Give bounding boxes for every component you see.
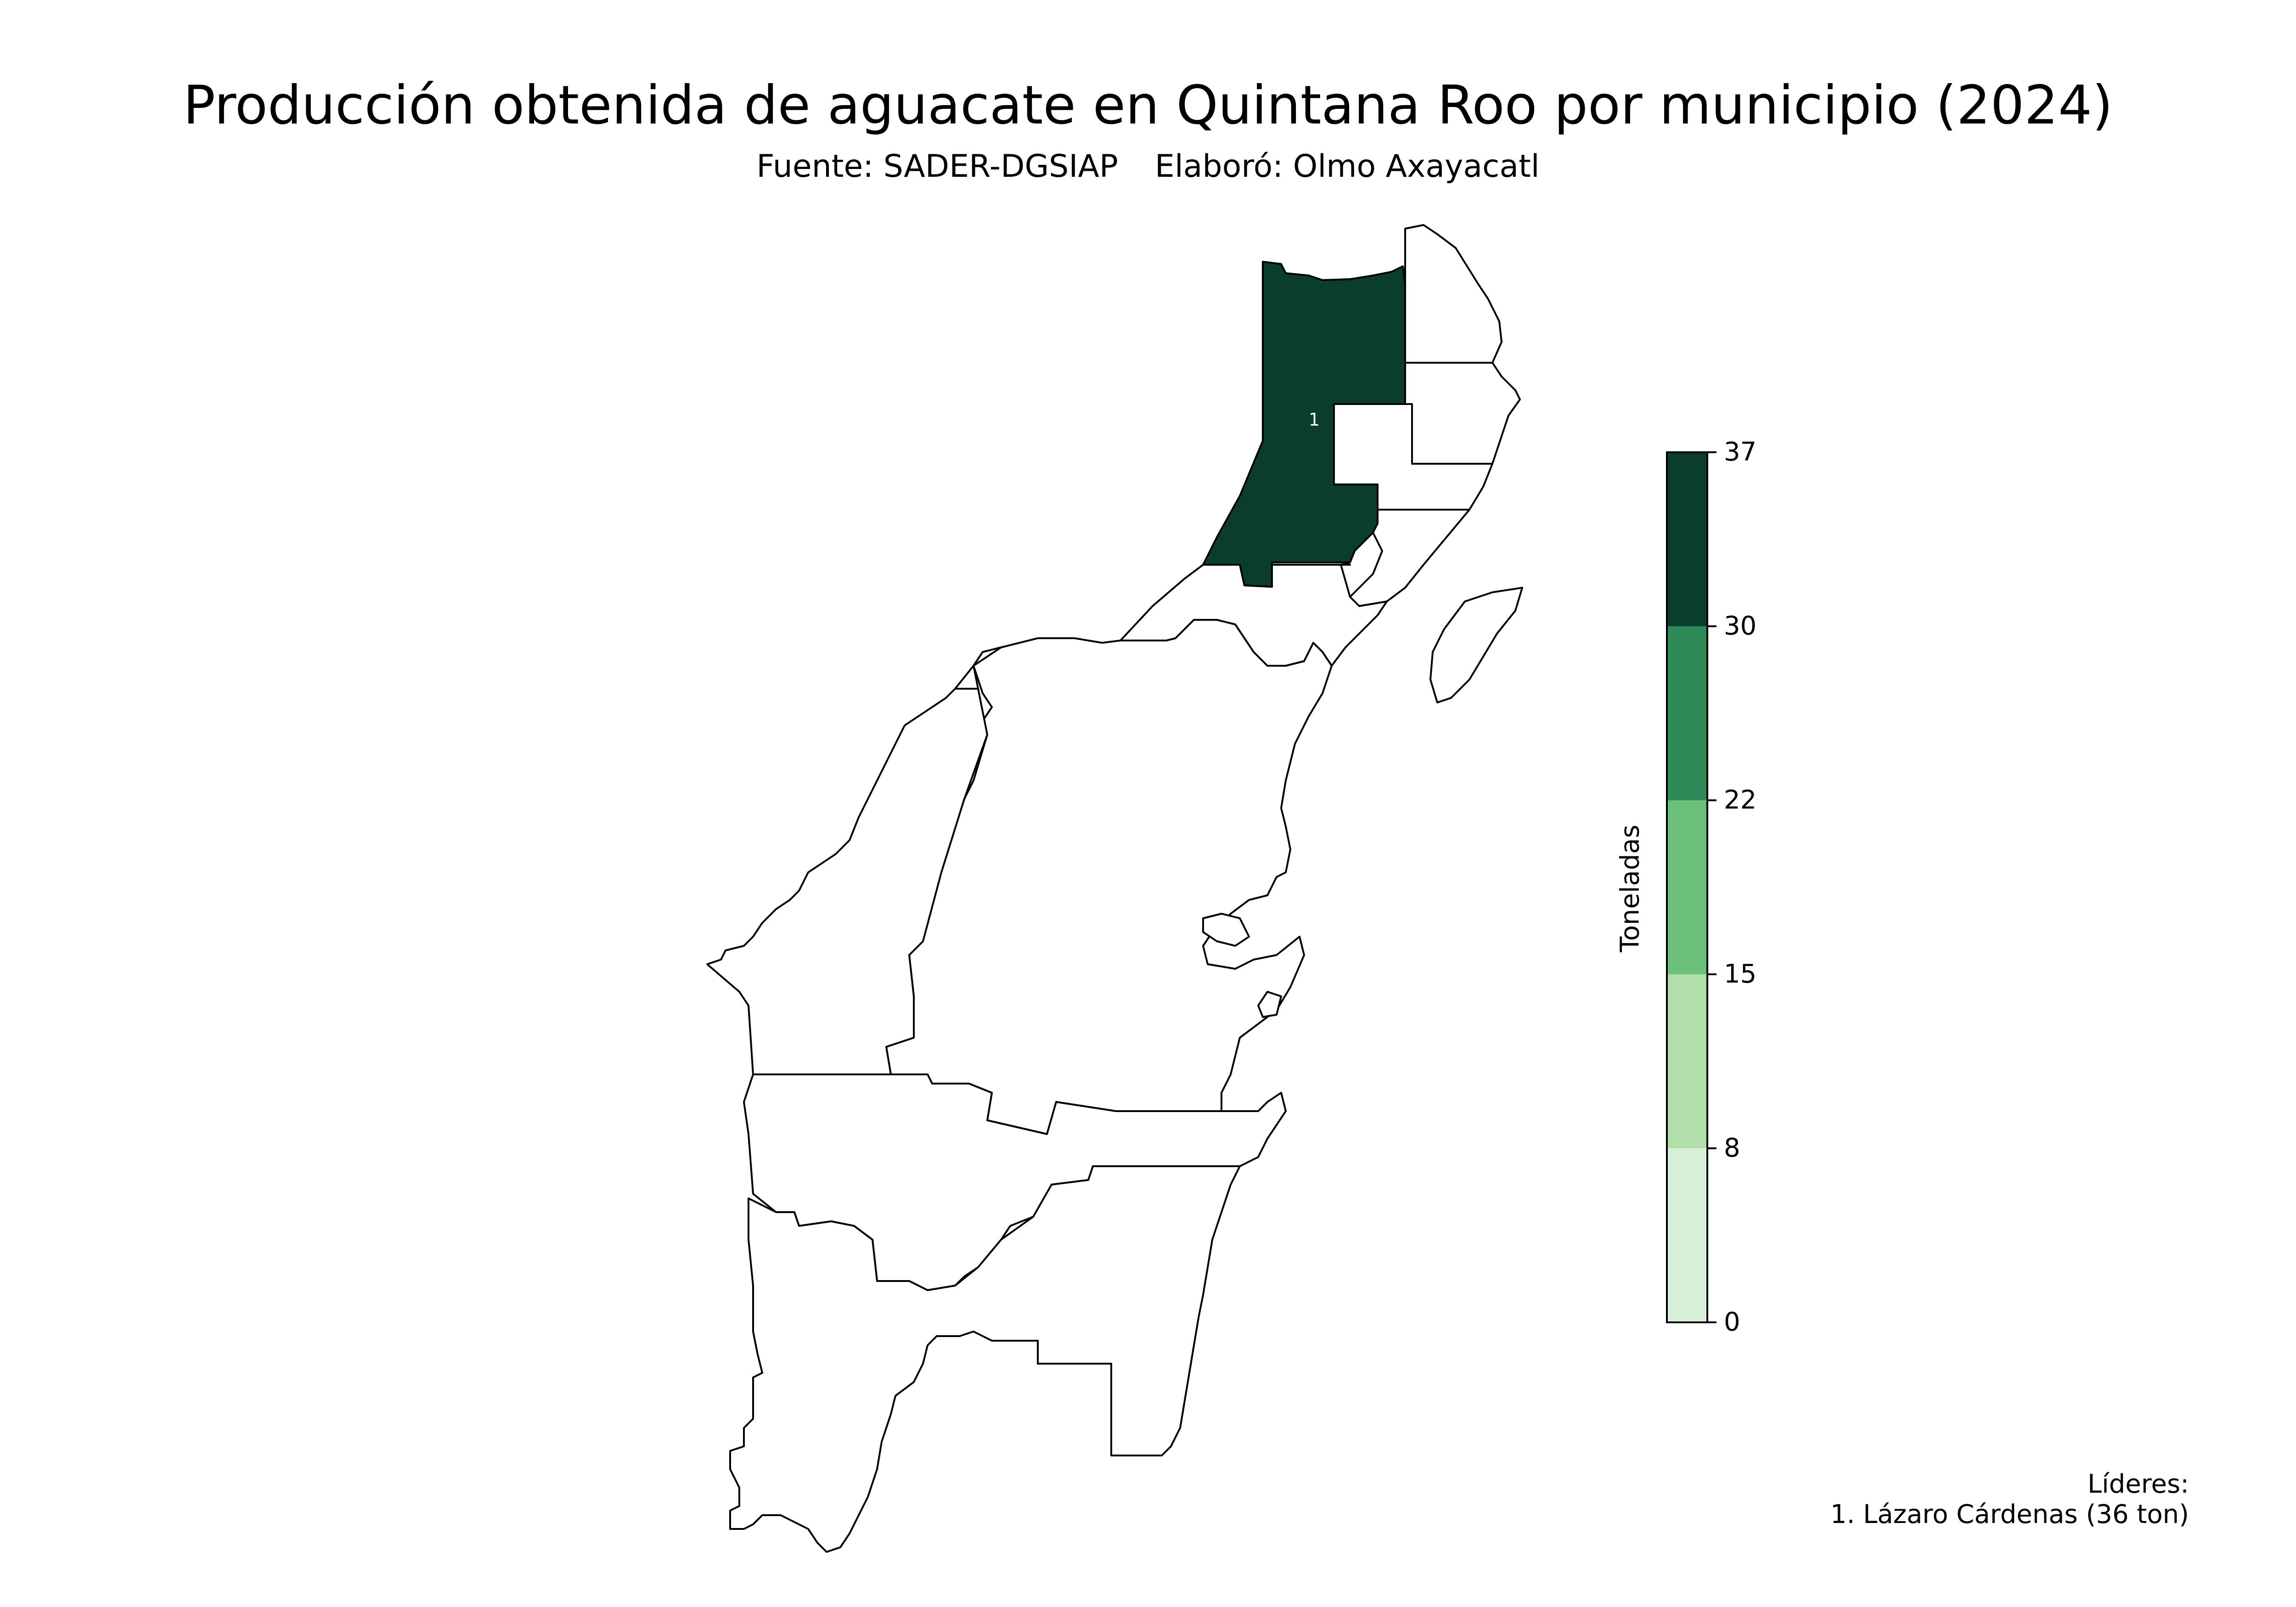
leader-item: 1. Lázaro Cárdenas (36 ton)	[1830, 1500, 2189, 1529]
colorbar-tick-label: 37	[1724, 437, 1757, 467]
colorbar-tick-label: 30	[1724, 611, 1757, 641]
colorbar-frame	[1666, 451, 1708, 1323]
colorbar	[1666, 451, 1716, 1323]
source-text: Fuente: SADER-DGSIAP	[756, 148, 1118, 185]
map-subtitle: Fuente: SADER-DGSIAP Elaboró: Olmo Axayac…	[0, 146, 2296, 187]
colorbar-segment	[1667, 452, 1707, 626]
coastal-island	[1257, 991, 1282, 1018]
municipality-othon-p-blanco	[729, 1165, 1241, 1553]
municipality-west	[706, 688, 988, 1075]
colorbar-tick-label: 8	[1724, 1133, 1740, 1163]
colorbar-segment	[1667, 626, 1707, 800]
municipality-felipe-carrillo-puerto	[885, 619, 1333, 1135]
colorbar-segment	[1667, 974, 1707, 1148]
municipality-rank-label: 1	[1309, 410, 1320, 430]
municipality-isla-mujeres	[1404, 224, 1503, 364]
colorbar-title: Toneladas	[1615, 825, 1645, 952]
colorbar-tick-label: 22	[1724, 785, 1757, 815]
colorbar-tick-label: 15	[1724, 959, 1757, 989]
leaders-heading: Líderes:	[2087, 1469, 2189, 1499]
coastal-peninsula	[1202, 913, 1250, 947]
colorbar-segment	[1667, 800, 1707, 974]
leaders-box: Líderes: 1. Lázaro Cárdenas (36 ton)	[1830, 1469, 2189, 1530]
municipality-lazaro-cardenas	[1202, 261, 1406, 588]
map-title: Producción obtenida de aguacate en Quint…	[183, 74, 2113, 136]
municipality-cozumel	[1429, 587, 1523, 703]
municipality-northwest-edge	[954, 646, 1002, 690]
colorbar-tick-label: 0	[1724, 1307, 1740, 1337]
colorbar-segment	[1667, 1148, 1707, 1322]
author-text: Elaboró: Olmo Axayacatl	[1154, 148, 1540, 185]
